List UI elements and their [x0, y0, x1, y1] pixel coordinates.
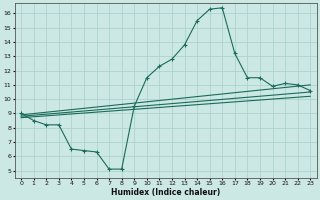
X-axis label: Humidex (Indice chaleur): Humidex (Indice chaleur): [111, 188, 220, 197]
